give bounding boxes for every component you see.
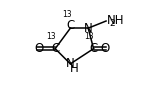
Text: C: C — [66, 19, 75, 32]
Text: H: H — [70, 62, 78, 75]
Text: 13: 13 — [62, 10, 72, 19]
Text: 13: 13 — [84, 32, 94, 41]
Text: 13: 13 — [46, 32, 55, 41]
Text: N: N — [84, 22, 93, 35]
Text: 2: 2 — [109, 19, 115, 28]
Text: N: N — [66, 57, 75, 70]
Text: C: C — [51, 42, 59, 55]
Text: NH: NH — [106, 14, 124, 27]
Text: O: O — [34, 42, 43, 55]
Text: C: C — [89, 42, 98, 55]
Text: O: O — [100, 42, 109, 55]
